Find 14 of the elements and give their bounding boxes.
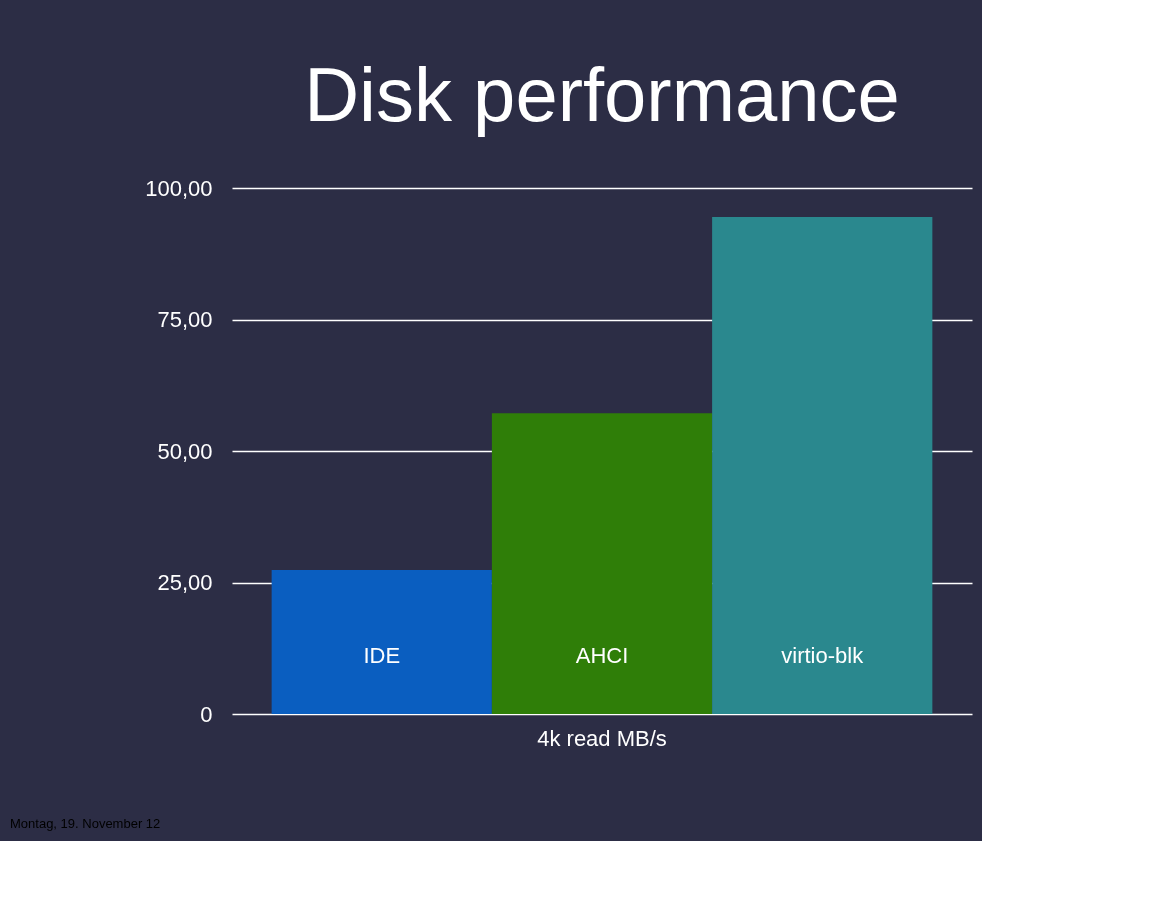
y-tick-label: 0 bbox=[200, 701, 213, 727]
series-label: AHCI bbox=[575, 643, 629, 668]
y-tick-label: 100,00 bbox=[145, 175, 213, 201]
series-label: virtio-blk bbox=[781, 643, 865, 668]
chart-title: Disk performance bbox=[304, 52, 900, 137]
y-tick-label: 25,00 bbox=[157, 570, 213, 595]
bar bbox=[491, 413, 713, 714]
y-tick-label: 75,00 bbox=[157, 307, 213, 332]
bar bbox=[271, 569, 492, 714]
series-label: IDE bbox=[363, 643, 401, 668]
text: Montag, 19. November 12 bbox=[10, 816, 161, 831]
x-tick-label: 4k read MB/s bbox=[537, 725, 667, 751]
y-tick-label: 50,00 bbox=[157, 438, 213, 464]
bar bbox=[712, 216, 933, 714]
